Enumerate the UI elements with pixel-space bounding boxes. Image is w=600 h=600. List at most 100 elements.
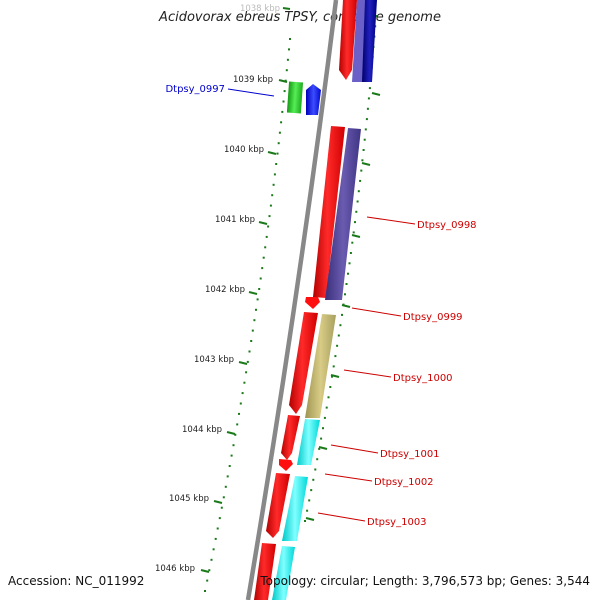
ruler-label-1039: 1039 kbp [233,75,273,85]
ruler-dot [351,241,354,244]
leader-lines [227,88,416,522]
ruler-dot [306,509,309,512]
ruler-dot [261,267,264,270]
ruler-dot [368,87,371,90]
ruler-dot [314,468,317,471]
ruler-dot [275,163,278,165]
ruler-dot [271,194,274,197]
gene-cds-1003[interactable] [266,473,290,538]
ruler-dot [253,319,256,322]
ruler-dot [341,313,343,316]
ruler-dot [208,569,211,572]
ruler-dot [355,210,358,213]
ruler-dot [232,444,235,447]
ruler-dot [310,489,313,492]
ruler-dot [258,288,261,290]
ruler-dot [277,142,280,145]
ruler-dot [323,416,326,419]
ruler-dot [259,277,262,280]
gene-label-dtpsy-0998[interactable]: Dtpsy_0998 [417,220,477,231]
gene-1001[interactable] [297,419,320,465]
ruler-dot [337,334,340,337]
gene-1000[interactable] [305,314,336,418]
ruler-dot [239,402,242,405]
gene-bottom-cyan[interactable] [272,546,295,600]
ruler-dot [283,90,286,93]
ruler-dot [267,225,270,228]
ruler-dot [212,548,215,551]
gene-1003[interactable] [282,476,308,541]
gene-0998[interactable] [325,128,361,300]
ruler-dot [280,121,283,124]
ruler-dot [236,423,239,426]
gene-cds-bottom[interactable] [254,543,276,600]
gene-label-dtpsy-0999[interactable]: Dtpsy_0999 [403,312,463,323]
ruler-dot [216,527,219,530]
ruler-dot [241,392,244,395]
ruler-dot [234,433,237,436]
ruler-label-1044: 1044 kbp [182,425,222,435]
ruler-dot [339,324,342,327]
ruler-dot [273,173,276,176]
ruler-dot [226,475,229,478]
ruler-dot [245,371,248,374]
ruler-dot [250,340,253,342]
ruler-dot [238,412,240,415]
ruler-dot [262,256,265,259]
ruler-dot [312,478,315,481]
ruler-dot [281,110,284,113]
gene-label-dtpsy-1000[interactable]: Dtpsy_1000 [393,373,453,384]
gene-cds-0999-small[interactable] [305,297,320,309]
gene-cds-1000[interactable] [289,312,318,414]
ruler-dot [268,215,271,218]
ruler-dot [286,58,289,61]
ruler-label-1041: 1041 kbp [215,215,255,225]
ruler-dot [285,69,288,72]
ruler-dot [248,350,251,353]
gene-cds-0998[interactable] [313,126,345,298]
ruler-dot [325,406,328,409]
genome-backbone [245,0,339,600]
ruler-dot [246,360,249,363]
ruler-dot [230,454,233,457]
gene-label-dtpsy-0997[interactable]: Dtpsy_0997 [165,84,225,95]
ruler-dot [320,437,323,440]
topology-text: Topology: circular; Length: 3,796,573 bp… [260,574,590,588]
ruler-dot [365,118,368,121]
gene-label-dtpsy-1001[interactable]: Dtpsy_1001 [380,449,440,460]
ruler-dot [289,38,291,40]
ruler-dot [361,159,364,162]
gene-cds-1001[interactable] [281,415,300,460]
gene-label-dtpsy-1002[interactable]: Dtpsy_1002 [374,477,434,488]
ruler-dot [332,365,335,368]
ruler-dot [331,375,333,378]
gene-cds-1002-small[interactable] [279,459,293,471]
gene-cds-top-red[interactable] [339,0,357,80]
ruler-dot [282,100,285,103]
ruler-dot [278,131,281,134]
ruler-dot [367,97,370,100]
ruler-dot [228,465,231,467]
ruler-label-1043: 1043 kbp [194,355,234,365]
ruler-label-1040: 1040 kbp [224,145,264,155]
ruler-label-1042: 1042 kbp [205,285,245,295]
gene-dtpsy0997-green[interactable] [286,81,304,114]
ruler-dot [206,579,209,582]
ruler-dot [265,235,268,238]
ruler-dot [243,381,246,384]
gene-dtpsy0997-blue[interactable] [306,84,321,115]
ruler-dot [308,499,311,502]
ruler-dot [276,152,279,155]
accession-text: Accession: NC_011992 [8,574,145,588]
gene-top-navy[interactable] [362,0,377,82]
ruler-dot [327,396,330,399]
ruler-dot [214,537,217,540]
ruler-dot [316,458,319,461]
ruler-dot [366,107,369,110]
gene-label-dtpsy-1003[interactable]: Dtpsy_1003 [367,517,427,528]
ruler-dot [349,252,352,254]
ruler-dot [359,179,362,182]
ruler-dot [363,138,366,141]
ruler-dot [251,329,254,332]
